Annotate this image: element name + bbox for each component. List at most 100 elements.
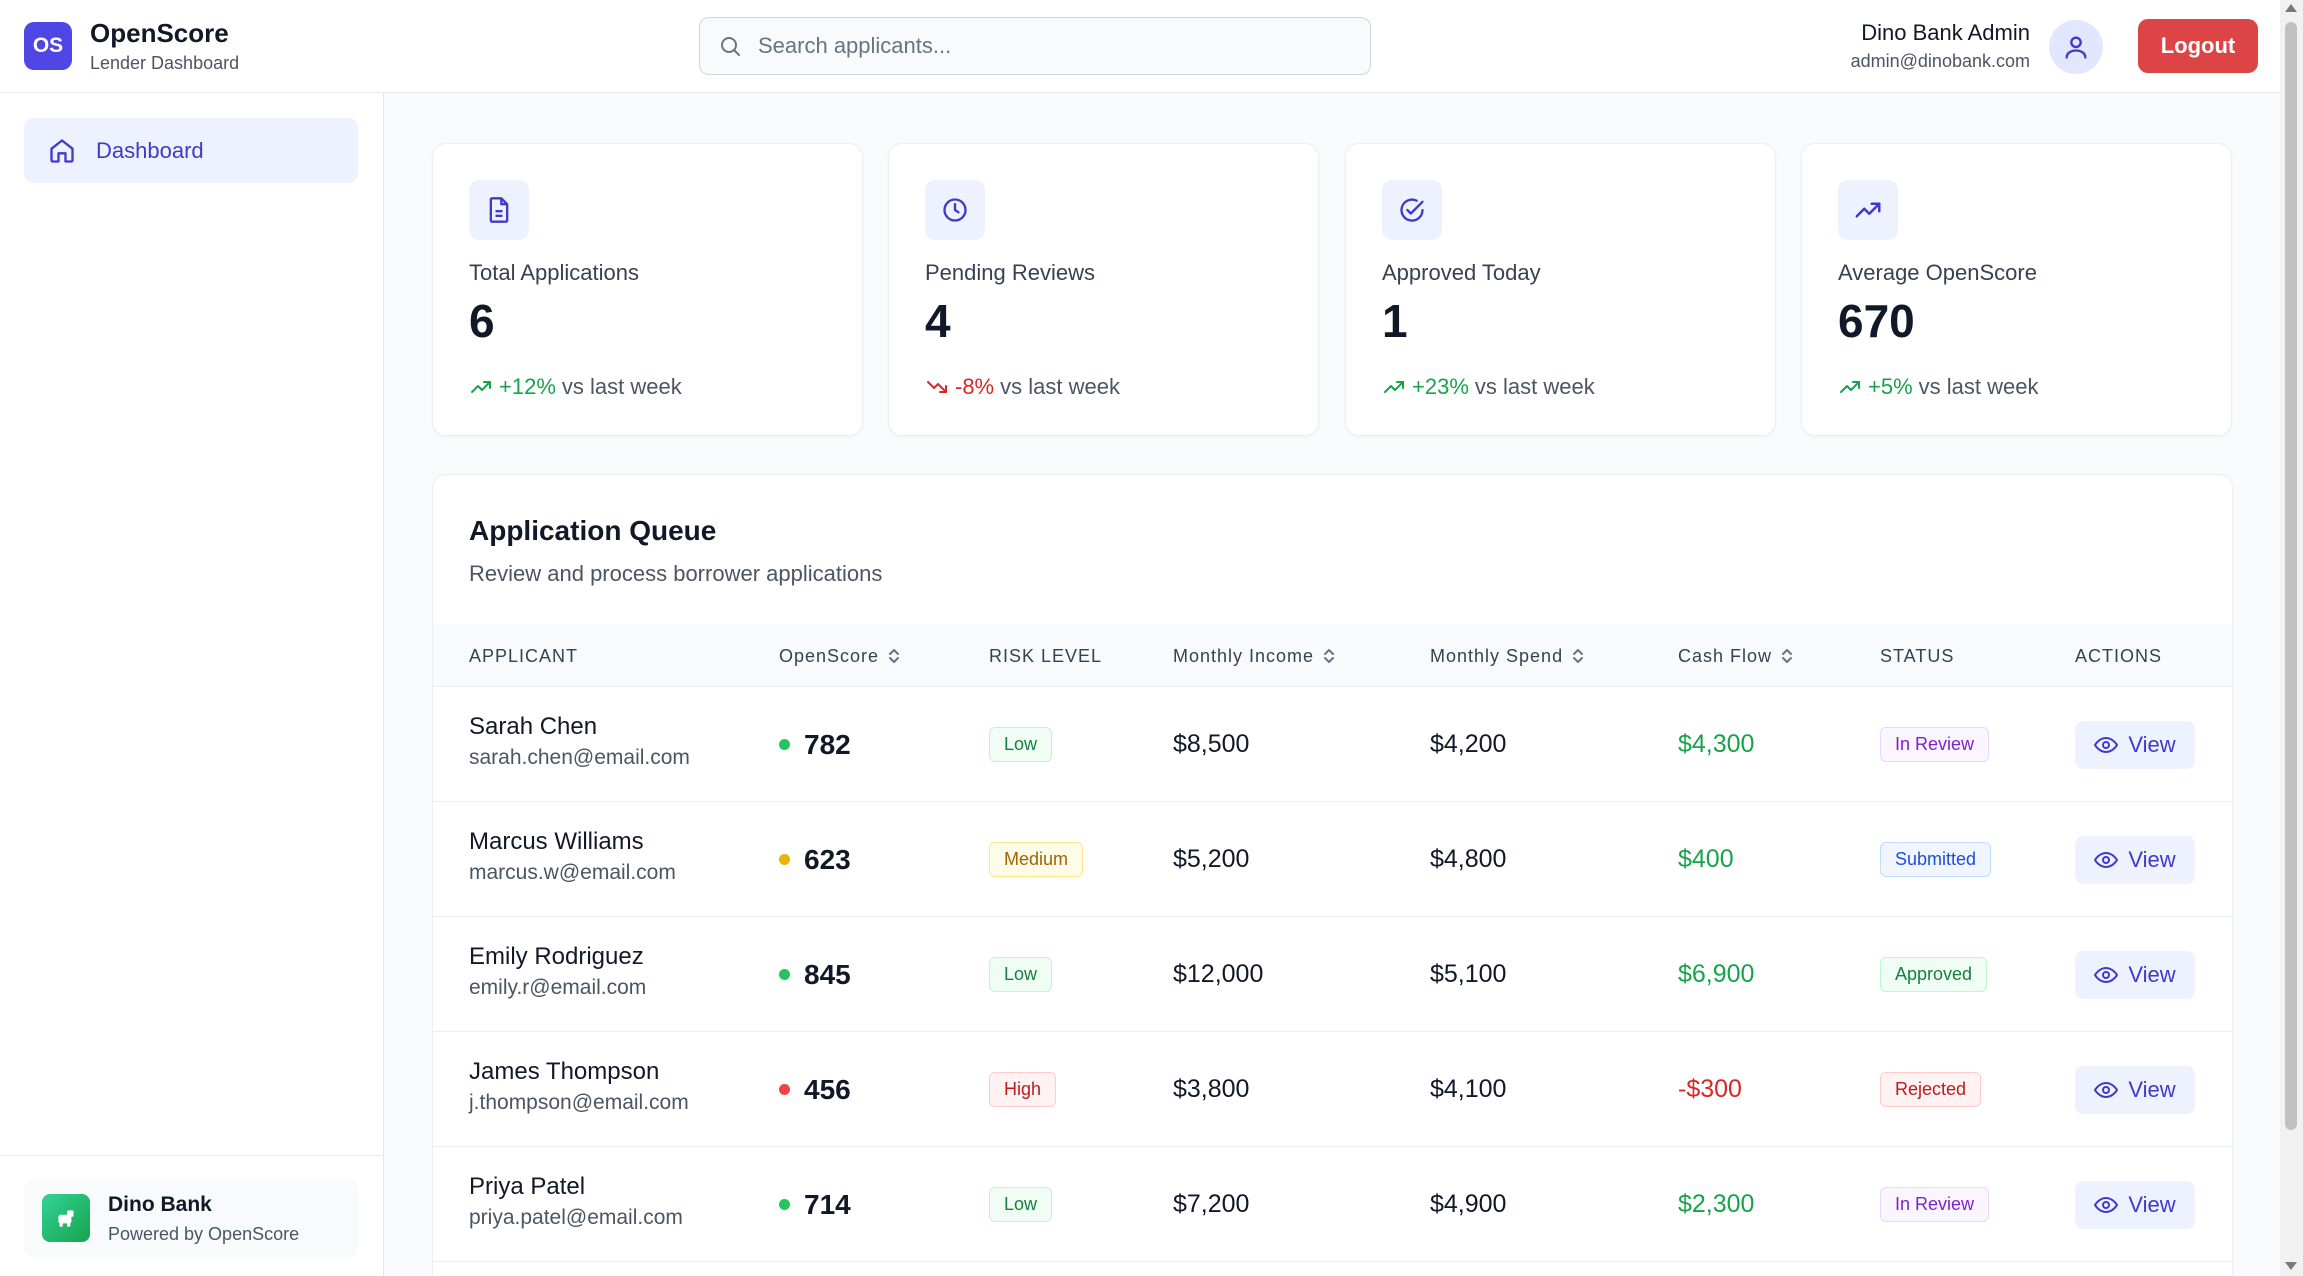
- risk-cell: High: [989, 1032, 1057, 1147]
- scroll-thumb[interactable]: [2285, 22, 2297, 1130]
- trend-percent: +23%: [1412, 374, 1469, 399]
- spend-cell: $4,100: [1430, 1032, 1506, 1147]
- column-header-monthly-income[interactable]: Monthly Income: [1173, 625, 1336, 687]
- openscore-cell: 714: [779, 1147, 851, 1262]
- applicant-email: j.thompson@email.com: [469, 1091, 689, 1114]
- cash-flow-value: $2,300: [1678, 1190, 1755, 1218]
- trending-up-icon: [1384, 381, 1404, 393]
- openscore-cell: 845: [779, 917, 851, 1032]
- stat-trend: -8% vs last week: [925, 374, 1120, 400]
- search-input[interactable]: [758, 33, 1338, 59]
- cash-flow-value: $4,300: [1678, 730, 1755, 758]
- monthly-income-value: $5,200: [1173, 845, 1250, 873]
- table-row: Sarah Chen sarah.chen@email.com 782 Low $8,5…: [433, 687, 2232, 802]
- monthly-income-value: $3,800: [1173, 1075, 1250, 1103]
- income-cell: $8,500: [1173, 687, 1249, 802]
- actions-cell: View: [2075, 687, 2195, 802]
- stat-trend: +12% vs last week: [469, 374, 682, 400]
- stat-card-approved-today: Approved Today 1 +23% vs last week: [1345, 143, 1776, 436]
- cashflow-cell: $2,300: [1678, 1147, 1754, 1262]
- status-badge: Rejected: [1880, 1072, 1982, 1107]
- column-header-openscore[interactable]: OpenScore: [779, 625, 901, 687]
- app-logo[interactable]: OS: [24, 22, 72, 70]
- openscore-cell: 456: [779, 1032, 851, 1147]
- page-scrollbar[interactable]: [2280, 0, 2303, 1276]
- status-badge: Approved: [1880, 957, 1988, 992]
- sidebar-divider: [0, 1155, 383, 1156]
- cashflow-cell: $4,300: [1678, 687, 1754, 802]
- trend-suffix: vs last week: [1918, 374, 2039, 399]
- table-row: James Thompson j.thompson@email.com 456 Hig…: [433, 1032, 2232, 1147]
- monthly-income-value: $8,500: [1173, 730, 1250, 758]
- home-icon: [50, 138, 74, 163]
- eye-icon: [2094, 851, 2119, 868]
- cashflow-cell: $6,900: [1678, 917, 1754, 1032]
- spend-cell: $5,100: [1430, 917, 1506, 1032]
- cashflow-cell: $400: [1678, 802, 1734, 917]
- column-header-cash-flow[interactable]: Cash Flow: [1678, 625, 1794, 687]
- monthly-spend-value: $4,100: [1430, 1075, 1507, 1103]
- stat-value: 6: [469, 295, 495, 347]
- sidebar-item-dashboard[interactable]: Dashboard: [24, 118, 358, 183]
- column-header-risk-level: RISK LEVEL: [989, 645, 1103, 666]
- top-header: OS OpenScore Lender Dashboard Dino Bank …: [0, 0, 2280, 93]
- stat-label: Total Applications: [469, 260, 639, 285]
- sidebar: Dashboard Dino Bank Powered by OpenScore: [0, 93, 384, 1276]
- sort-icon: [1324, 649, 1335, 663]
- scroll-up-arrow-icon[interactable]: [2285, 4, 2297, 12]
- risk-badge: Low: [989, 727, 1053, 762]
- view-button[interactable]: View: [2075, 835, 2195, 884]
- status-cell: Approved: [1880, 917, 1988, 1032]
- applicant-name: Sarah Chen: [469, 713, 598, 740]
- view-button[interactable]: View: [2075, 950, 2195, 999]
- actions-cell: View: [2075, 802, 2195, 917]
- spend-cell: $4,200: [1430, 687, 1506, 802]
- actions-cell: View: [2075, 917, 2195, 1032]
- applicant-name: Emily Rodriguez: [469, 943, 644, 970]
- scroll-down-arrow-icon[interactable]: [2285, 1262, 2297, 1270]
- stat-card-pending-reviews: Pending Reviews 4 -8% vs last week: [888, 143, 1319, 436]
- risk-cell: Low: [989, 1147, 1053, 1262]
- column-header-applicant: APPLICANT: [469, 645, 579, 666]
- dino-icon: [58, 1210, 74, 1227]
- user-avatar[interactable]: [2049, 20, 2103, 74]
- view-button-label: View: [2128, 731, 2176, 757]
- trend-percent: -8%: [955, 374, 995, 399]
- cash-flow-value: $400: [1678, 845, 1734, 873]
- check-circle-icon: [1400, 198, 1424, 222]
- stat-value: 4: [925, 295, 951, 347]
- view-button[interactable]: View: [2075, 1180, 2195, 1229]
- application-queue-card: Application Queue Review and process bor…: [432, 474, 2233, 1276]
- risk-badge: Medium: [989, 842, 1084, 877]
- eye-icon: [2094, 966, 2119, 983]
- risk-cell: Low: [989, 687, 1053, 802]
- status-badge: In Review: [1880, 1187, 1990, 1222]
- cash-flow-value: $6,900: [1678, 960, 1755, 988]
- openscore-value: 782: [804, 728, 851, 760]
- applicant-name: James Thompson: [469, 1058, 660, 1085]
- actions-cell: View: [2075, 1032, 2195, 1147]
- search-bar[interactable]: [699, 17, 1371, 75]
- stat-icon-bg: [1838, 180, 1898, 240]
- trend-percent: +12%: [499, 374, 556, 399]
- view-button[interactable]: View: [2075, 1065, 2195, 1114]
- trend-suffix: vs last week: [1474, 374, 1595, 399]
- stat-card-average-openscore: Average OpenScore 670 +5% vs last week: [1801, 143, 2232, 436]
- stat-value: 670: [1838, 295, 1915, 347]
- spend-cell: $4,900: [1430, 1147, 1506, 1262]
- column-header-status: STATUS: [1880, 645, 1955, 666]
- trending-up-icon: [471, 381, 491, 393]
- queue-title: Application Queue: [469, 515, 717, 546]
- eye-icon: [2094, 1196, 2119, 1213]
- view-button[interactable]: View: [2075, 720, 2195, 769]
- column-header-monthly-spend[interactable]: Monthly Spend: [1430, 625, 1585, 687]
- app-subtitle: Lender Dashboard: [90, 53, 240, 73]
- view-button-label: View: [2128, 961, 2176, 987]
- stat-trend: +5% vs last week: [1838, 374, 2038, 400]
- sidebar-item-label: Dashboard: [96, 137, 204, 163]
- sort-icon: [1573, 649, 1584, 663]
- trending-up-icon: [1840, 381, 1860, 393]
- cashflow-cell: -$300: [1678, 1032, 1742, 1147]
- logout-button[interactable]: Logout: [2138, 19, 2258, 73]
- openscore-value: 623: [804, 843, 851, 875]
